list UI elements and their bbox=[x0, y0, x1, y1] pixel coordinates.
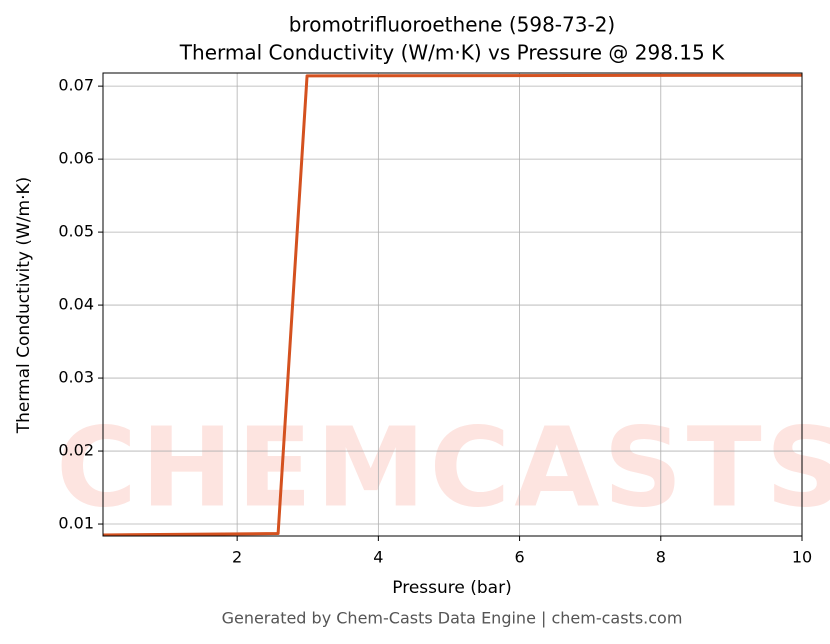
x-tick-label: 10 bbox=[792, 548, 812, 567]
y-tick-label: 0.07 bbox=[58, 76, 94, 95]
y-tick-label: 0.01 bbox=[58, 514, 94, 533]
plot-frame bbox=[102, 72, 803, 537]
footer: Generated by Chem-Casts Data Engine | ch… bbox=[222, 609, 683, 628]
chart-title: bromotrifluoroethene (598-73-2) bbox=[289, 13, 615, 37]
watermark: CHEMCASTS bbox=[56, 403, 830, 531]
y-axis-label: Thermal Conductivity (W/m·K) bbox=[14, 177, 34, 435]
y-tick-label: 0.05 bbox=[58, 222, 94, 241]
x-tick-label: 2 bbox=[232, 548, 242, 567]
chart-subtitle: Thermal Conductivity (W/m·K) vs Pressure… bbox=[179, 41, 725, 65]
x-tick-label: 4 bbox=[373, 548, 383, 567]
y-tick-label: 0.02 bbox=[58, 441, 94, 460]
y-tick-label: 0.04 bbox=[58, 295, 94, 314]
data-line bbox=[102, 73, 803, 537]
x-tick-label: 8 bbox=[656, 548, 666, 567]
y-tick-label: 0.06 bbox=[58, 149, 94, 168]
x-tick-label: 6 bbox=[514, 548, 524, 567]
y-tick-label: 0.03 bbox=[58, 368, 94, 387]
x-axis-label: Pressure (bar) bbox=[392, 578, 511, 598]
